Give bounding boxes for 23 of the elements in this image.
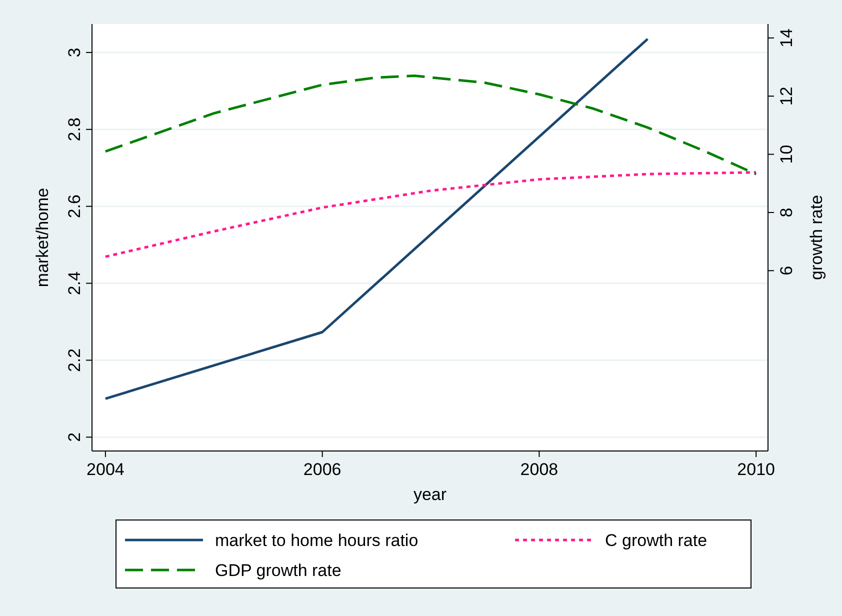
y-tick-label: 2.4 [65, 271, 84, 296]
y-tick-label: 2 [65, 432, 84, 442]
line-series [104, 171, 758, 258]
y2-tick-label: 10 [777, 144, 796, 164]
x-tick-label: 2006 [303, 460, 342, 479]
legend-label: C growth rate [605, 531, 708, 550]
x-axis-title: year [413, 485, 447, 504]
y-tick-label: 2.6 [65, 194, 84, 218]
legend-label: GDP growth rate [215, 561, 342, 580]
y2-tick-label: 12 [777, 86, 796, 106]
y2-tick-label: 6 [777, 266, 796, 276]
y2-tick-label: 14 [777, 28, 796, 48]
legend-label: market to home hours ratio [215, 531, 418, 550]
y2-axis-title: growth rate [807, 194, 826, 280]
y2-tick-label: 8 [777, 208, 796, 218]
x-tick-label: 2008 [520, 460, 558, 479]
y-tick-label: 2.2 [65, 348, 84, 372]
x-tick-label: 2010 [737, 460, 775, 479]
y-axis-title: market/home [33, 188, 52, 288]
x-tick-label: 2004 [86, 460, 124, 479]
y-tick-label: 3 [65, 48, 84, 58]
y-tick-label: 2.8 [65, 118, 84, 142]
line-series [104, 74, 758, 176]
